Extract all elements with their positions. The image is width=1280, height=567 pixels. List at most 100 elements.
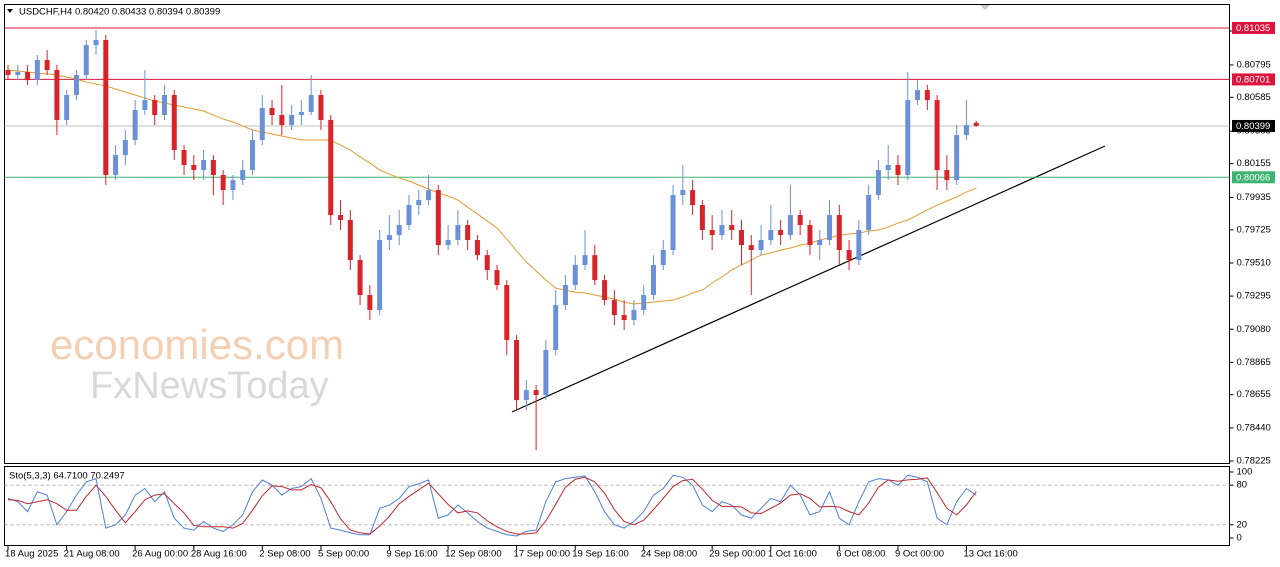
candle-body [338, 215, 344, 220]
candle-body [318, 94, 324, 120]
candle-body [592, 255, 598, 281]
candle-body [709, 229, 715, 236]
candle-body [416, 200, 422, 206]
level-box [1232, 21, 1275, 34]
candle-body [259, 107, 265, 140]
candle-body [328, 119, 334, 216]
candle-body [885, 164, 891, 171]
level-label: 0.80399 [1236, 121, 1270, 132]
x-tick-label: 2 Sep 08:00 [259, 549, 310, 560]
candle-body [690, 190, 696, 206]
x-tick-label: 21 Aug 08:00 [64, 549, 120, 560]
candle-body [64, 94, 70, 120]
x-tick-label: 17 Sep 00:00 [514, 549, 571, 560]
menu-arrow [7, 9, 13, 13]
candle-body [308, 94, 314, 112]
oscillator-tick-label: 100 [1237, 467, 1253, 478]
candle-body [230, 180, 236, 191]
oscillator-panel [4, 466, 1230, 546]
level-box [1232, 171, 1275, 184]
candle-body [514, 340, 520, 401]
candle-body [660, 250, 666, 265]
x-tick-label: 28 Aug 16:00 [191, 549, 247, 560]
x-tick-label: 5 Sep 00:00 [318, 549, 369, 560]
candle-body [494, 270, 500, 286]
y-tick-label: 0.79510 [1237, 257, 1271, 268]
candle-body [93, 39, 99, 46]
level-label: 0.80066 [1236, 172, 1270, 183]
y-tick-label: 0.78655 [1237, 389, 1271, 400]
candle-body [220, 174, 226, 191]
candle-body [269, 107, 275, 116]
y-tick-label: 0.80795 [1237, 59, 1271, 70]
candle-body [699, 205, 705, 230]
x-tick-label: 19 Sep 16:00 [572, 549, 629, 560]
oscillator-tick-label: 80 [1237, 480, 1248, 491]
candle-body [875, 170, 881, 196]
candle-body [739, 229, 744, 246]
level-label: 0.81035 [1236, 23, 1270, 34]
candle-body [357, 260, 363, 296]
y-tick-label: 0.78865 [1237, 357, 1271, 368]
shift-marker [980, 5, 990, 10]
level-box [1232, 119, 1275, 132]
candle-body [572, 264, 578, 286]
chart-title: USDCHF,H4 0.80420 0.80433 0.80394 0.8039… [19, 7, 220, 18]
moving-average [7, 69, 977, 305]
candle-body [670, 195, 676, 251]
candle-body [827, 215, 833, 241]
y-tick-label: 0.79295 [1237, 291, 1271, 302]
candle-body [582, 255, 588, 265]
y-tick-label: 0.79935 [1237, 192, 1271, 203]
y-tick-label: 0.79080 [1237, 324, 1271, 335]
candle-body [34, 60, 40, 81]
oscillator-line [7, 474, 977, 537]
candle-body [944, 170, 950, 181]
y-tick-label: 0.80585 [1237, 92, 1271, 103]
candle-body [562, 285, 568, 306]
candle-body [680, 190, 686, 196]
candle-body [523, 390, 529, 401]
candle-body [347, 219, 353, 261]
candle-body [73, 74, 79, 95]
oscillator-tick-label: 20 [1237, 519, 1248, 530]
candle-body [748, 245, 754, 251]
candle-body [915, 90, 921, 101]
candle-body [377, 240, 383, 310]
oscillator-tick-label: 0 [1237, 533, 1242, 544]
candle-body [191, 164, 197, 171]
candle-body [797, 215, 803, 226]
candle-body [856, 229, 862, 261]
candle-body [435, 190, 441, 246]
trend-line [511, 145, 1106, 413]
watermark: FxNewsToday [90, 365, 329, 407]
candle-body [83, 45, 89, 75]
candle-body [240, 170, 246, 181]
level-box [1232, 73, 1275, 86]
candle-body [611, 300, 617, 316]
candle-body [455, 225, 461, 241]
candle-body [201, 160, 207, 171]
x-tick-label: 13 Oct 16:00 [963, 549, 1017, 560]
x-tick-label: 9 Sep 16:00 [386, 549, 437, 560]
candle-body [553, 305, 559, 351]
candle-body [866, 195, 872, 230]
candle-body [817, 240, 823, 246]
candle-body [15, 72, 21, 75]
candle-body [768, 229, 774, 241]
candle-body [113, 155, 119, 175]
y-tick-label: 0.80155 [1237, 158, 1271, 169]
watermark: economies.com [50, 321, 344, 368]
candle-body [279, 115, 285, 126]
x-tick-label: 29 Sep 00:00 [709, 549, 766, 560]
y-tick-label: 0.79725 [1237, 224, 1271, 235]
candle-body [543, 350, 549, 396]
candle-body [504, 285, 510, 341]
candle-body [963, 125, 969, 136]
candle-body [905, 100, 911, 175]
candle-body [836, 215, 842, 251]
candle-body [484, 255, 490, 271]
candle-body [787, 215, 793, 236]
